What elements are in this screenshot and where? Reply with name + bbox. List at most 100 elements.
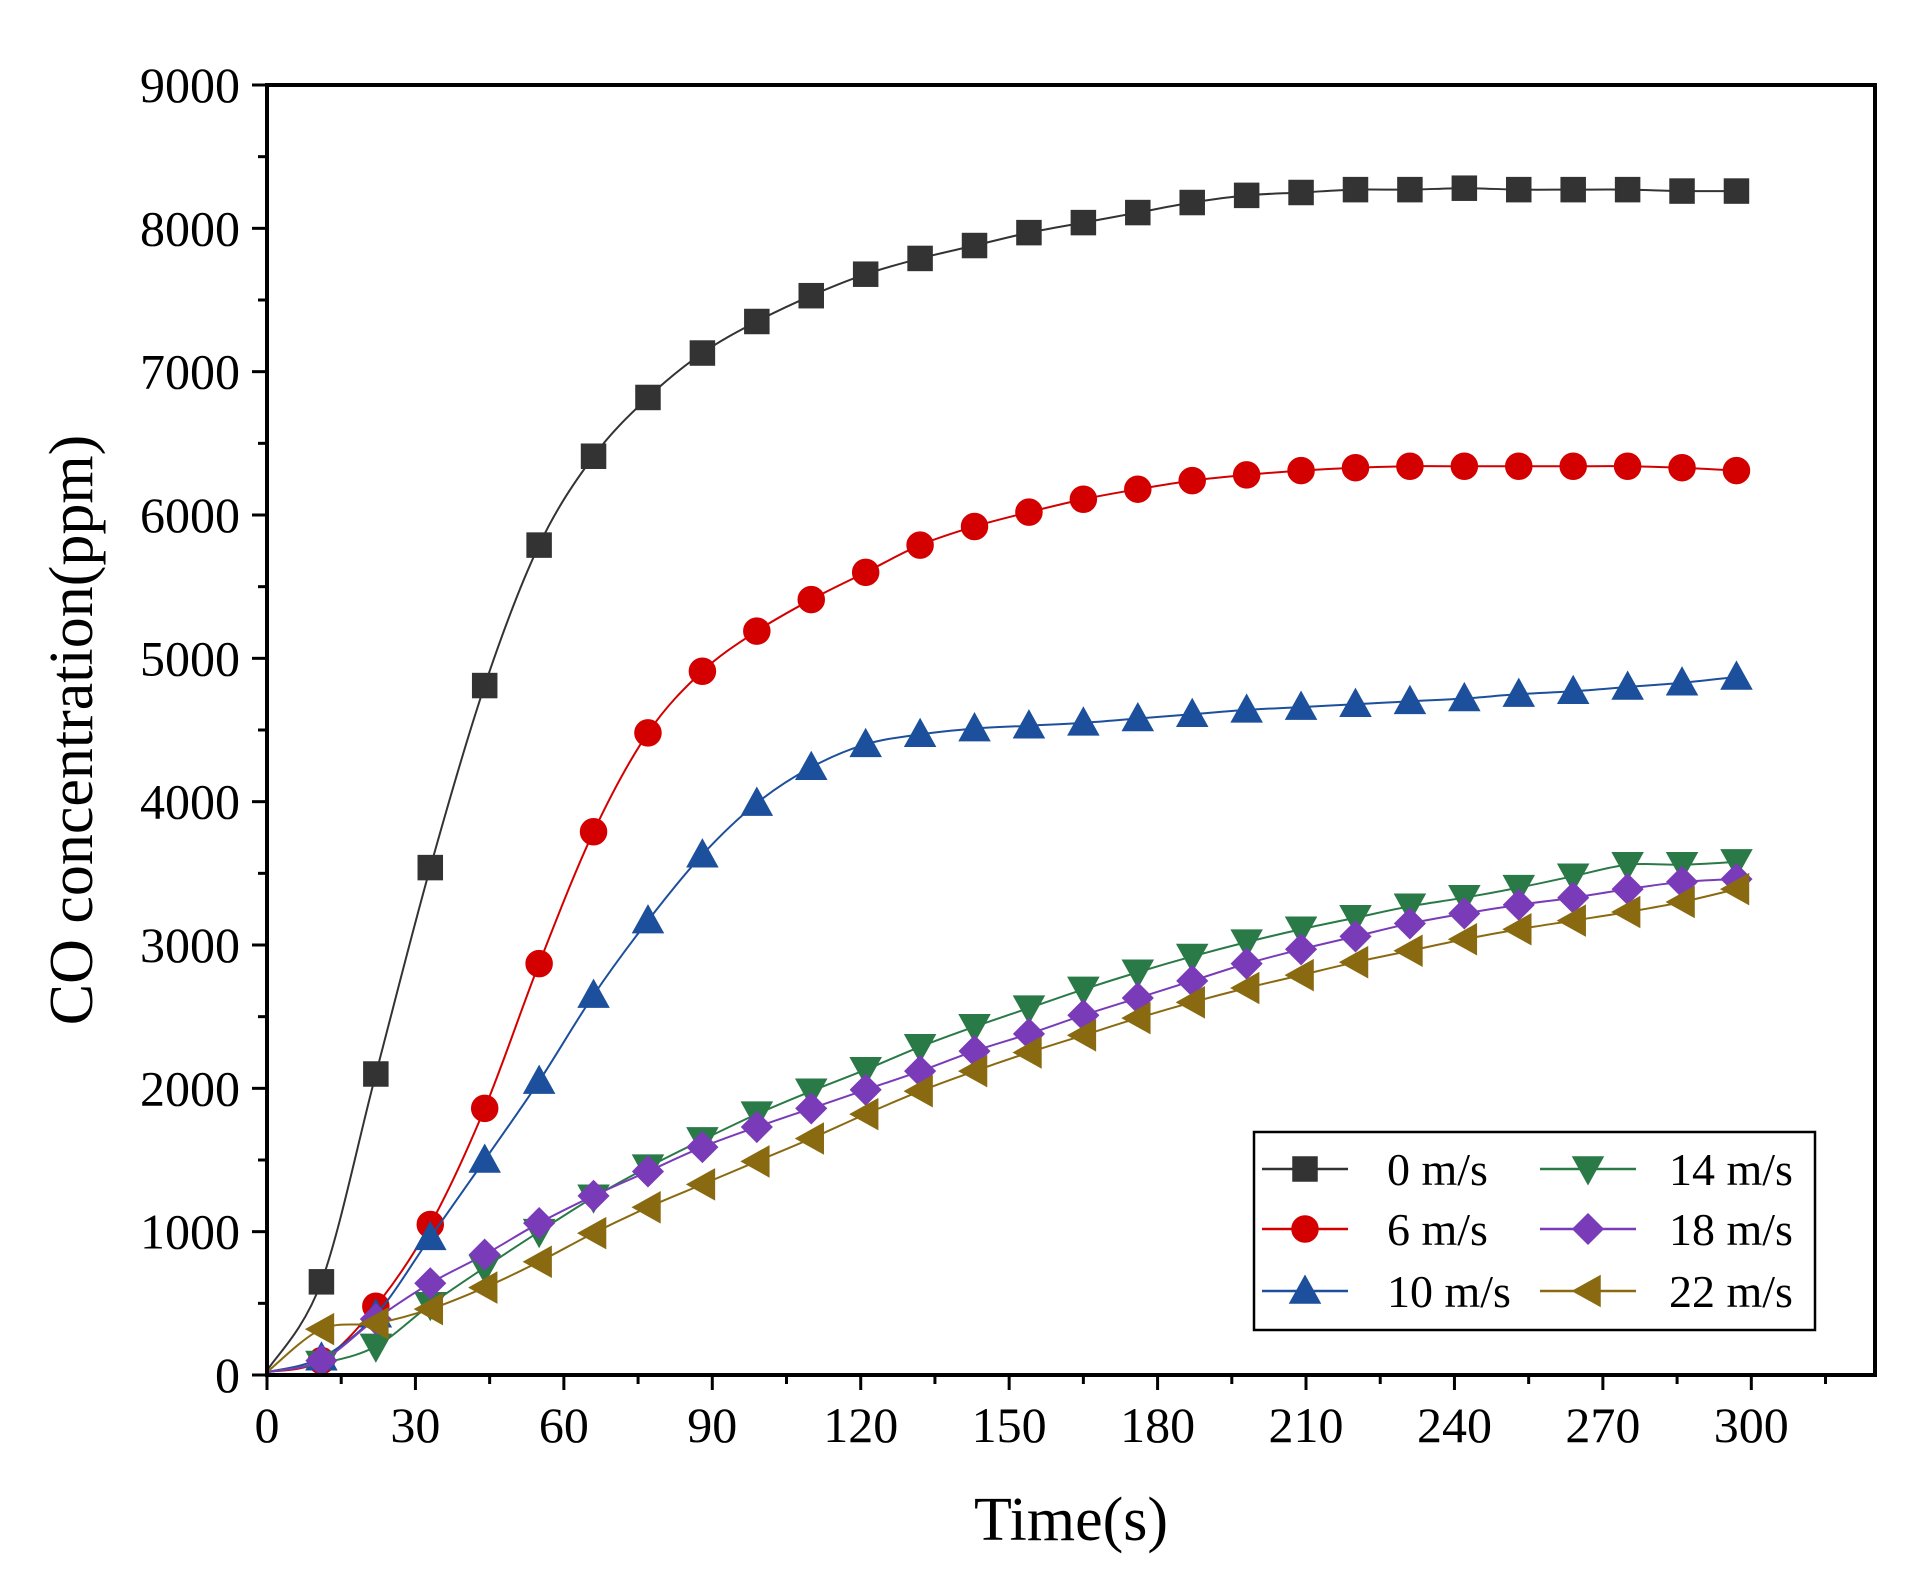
series-line	[267, 878, 1737, 1374]
data-point	[1611, 851, 1644, 882]
data-point	[363, 1061, 389, 1087]
data-point	[1338, 945, 1369, 979]
data-point	[849, 1097, 879, 1131]
data-point	[1012, 1036, 1042, 1069]
data-point	[1339, 687, 1372, 717]
data-point	[631, 904, 665, 934]
data-point	[304, 1312, 335, 1346]
x-tick-label: 240	[1417, 1397, 1492, 1453]
data-point	[744, 308, 770, 335]
data-point	[1720, 660, 1753, 690]
legend-box	[1252, 1130, 1817, 1332]
data-point	[1230, 947, 1263, 980]
data-point	[471, 672, 498, 699]
data-point	[903, 1074, 933, 1108]
data-point	[1284, 958, 1314, 992]
data-point	[1556, 863, 1590, 893]
y-axis: 0 1000 2000 3000 4000 5000 6000 7000 8000 9000	[140, 57, 267, 1403]
legend-marker	[1291, 1215, 1319, 1243]
legend-item: 6 m/s	[1262, 1204, 1488, 1255]
legend-label: 6 m/s	[1387, 1204, 1488, 1255]
data-point	[907, 245, 933, 272]
series-5	[267, 872, 1750, 1373]
data-point	[1175, 986, 1205, 1019]
data-point	[958, 712, 991, 742]
y-tick-label: 2000	[140, 1060, 240, 1116]
data-point	[1502, 912, 1532, 946]
data-point	[522, 1245, 552, 1279]
data-point	[1067, 706, 1100, 736]
x-tick-label: 210	[1269, 1397, 1344, 1453]
data-point	[1393, 907, 1426, 940]
data-point	[1067, 976, 1100, 1006]
data-point	[1121, 959, 1155, 989]
data-point	[1448, 681, 1481, 712]
data-point	[794, 1122, 824, 1155]
data-point	[685, 1168, 716, 1201]
data-point	[957, 1054, 988, 1088]
data-point	[631, 1155, 665, 1188]
data-point	[579, 818, 608, 846]
data-point	[1719, 872, 1750, 906]
data-point	[1125, 199, 1151, 226]
x-tick-label: 30	[390, 1397, 440, 1453]
legend-marker	[1571, 1156, 1605, 1186]
data-point	[468, 1238, 501, 1271]
data-point	[1012, 709, 1046, 739]
data-point	[1665, 885, 1695, 919]
x-tick-label: 120	[823, 1397, 898, 1453]
data-point	[1124, 475, 1152, 503]
y-tick-label: 9000	[140, 57, 240, 113]
x-tick-label: 150	[972, 1397, 1047, 1453]
data-point	[849, 727, 882, 758]
data-point	[1614, 176, 1641, 203]
data-point	[1179, 189, 1205, 216]
data-point	[740, 1145, 770, 1178]
data-point	[1611, 895, 1641, 929]
data-point	[1447, 922, 1478, 956]
legend-label: 22 m/s	[1669, 1266, 1793, 1317]
y-tick-label: 5000	[140, 630, 240, 686]
series-0	[267, 175, 1750, 1372]
legend-marker	[1292, 1156, 1318, 1182]
x-tick-label: 60	[539, 1397, 589, 1453]
legend-label: 14 m/s	[1669, 1144, 1793, 1195]
data-point	[689, 340, 716, 366]
data-point	[1669, 178, 1695, 204]
data-point	[1556, 904, 1586, 937]
data-point	[1505, 452, 1533, 481]
data-point	[523, 1207, 556, 1240]
data-point	[1450, 452, 1479, 481]
legend-item: 18 m/s	[1540, 1204, 1793, 1255]
data-point	[1121, 701, 1155, 732]
data-point	[417, 854, 444, 881]
x-tick-label: 90	[687, 1397, 737, 1453]
data-point	[903, 1034, 937, 1064]
data-point	[906, 531, 934, 559]
y-tick-label: 0	[215, 1347, 240, 1403]
data-point	[1502, 888, 1535, 921]
y-tick-label: 8000	[140, 200, 240, 256]
data-point	[1066, 1019, 1097, 1052]
data-point	[1451, 175, 1478, 201]
data-point	[1012, 995, 1046, 1025]
data-point	[1287, 456, 1315, 485]
data-point	[1284, 916, 1318, 946]
data-point	[1556, 674, 1590, 705]
data-point	[795, 1092, 828, 1125]
data-point	[1397, 176, 1423, 203]
data-point	[958, 1013, 991, 1044]
data-point	[1339, 920, 1372, 953]
legend: 0 m/s 6 m/s 10 m/s 14 m/s 18 m/s 22 m/s	[1252, 1130, 1817, 1332]
data-point	[688, 657, 717, 685]
data-point	[580, 443, 607, 469]
data-point	[1502, 677, 1536, 707]
data-point	[577, 978, 610, 1008]
data-point	[470, 1094, 499, 1123]
data-point	[413, 1220, 447, 1251]
data-point	[1396, 452, 1424, 481]
data-point	[1284, 690, 1318, 720]
data-point	[849, 1056, 882, 1087]
data-point	[468, 1143, 501, 1173]
